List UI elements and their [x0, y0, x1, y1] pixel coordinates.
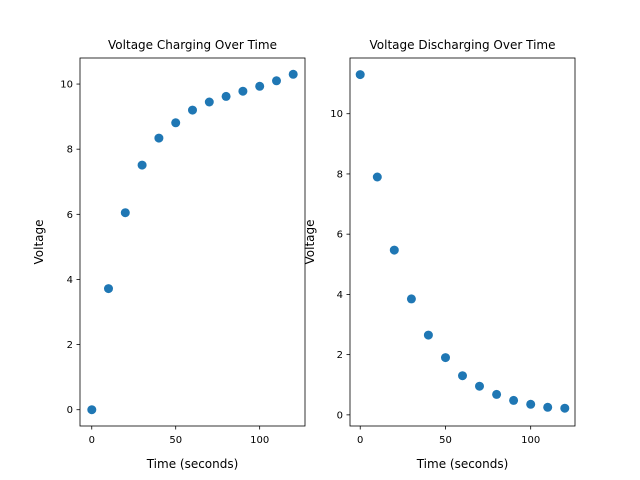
discharging-data-point [526, 399, 536, 409]
discharging-x-axis-ticks: 0 50 100 [357, 426, 540, 446]
charging-data-point [87, 405, 97, 415]
charging-data-point [221, 91, 231, 101]
charging-x-axis-label: Time (seconds) [146, 457, 239, 471]
discharging-y-axis-ticks: 0 2 4 6 8 10 [330, 109, 350, 421]
charging-x-tick-label: 0 [89, 435, 95, 446]
discharging-data-point [355, 70, 365, 80]
charging-x-tick-label: 50 [169, 435, 182, 446]
charging-y-axis-ticks: 0 2 4 6 8 10 [60, 80, 80, 416]
charging-data-point [238, 86, 248, 96]
charging-y-tick-label: 2 [67, 340, 73, 351]
charging-plot-frame [79, 57, 306, 427]
discharging-chart-title: Voltage Discharging Over Time [370, 38, 556, 52]
charging-chart-panel: Voltage Charging Over Time 0 50 100 0 2 4 6 8 1… [32, 38, 306, 471]
charging-chart-title: Voltage Charging Over Time [108, 38, 277, 52]
charging-y-tick-label: 6 [67, 210, 73, 221]
charging-data-point [204, 97, 214, 107]
discharging-y-axis-label: Voltage [303, 219, 317, 264]
discharging-data-point [458, 371, 467, 381]
discharging-y-tick-label: 4 [337, 290, 343, 301]
discharging-x-tick-label: 100 [521, 435, 540, 446]
discharging-data-point [441, 353, 450, 363]
charging-x-tick-label: 100 [250, 435, 269, 446]
discharging-data-point [389, 245, 399, 255]
charging-data-point [120, 208, 130, 218]
discharging-x-tick-label: 50 [439, 435, 452, 446]
discharging-plot-frame [349, 57, 576, 427]
charging-data-point [104, 284, 113, 294]
discharging-y-tick-label: 10 [330, 109, 343, 120]
charging-y-tick-label: 8 [67, 145, 73, 156]
discharging-y-tick-label: 2 [337, 350, 343, 361]
charging-data-point [171, 118, 181, 128]
discharging-data-point [492, 389, 502, 399]
charging-data-point [188, 105, 197, 115]
charging-data-point [137, 160, 147, 170]
discharging-data-point [543, 402, 553, 412]
discharging-data-point [423, 330, 433, 340]
charging-data-point [272, 76, 281, 86]
discharging-y-tick-label: 8 [337, 169, 343, 180]
discharging-y-tick-label: 0 [337, 410, 343, 421]
charging-data-point [255, 81, 265, 91]
charging-x-axis-ticks: 0 50 100 [89, 426, 269, 446]
charging-data-point [154, 133, 164, 143]
discharging-data-point [475, 381, 484, 391]
discharging-data-point [509, 395, 519, 405]
discharging-data-points [355, 70, 570, 413]
discharging-data-point [406, 294, 416, 304]
charging-y-tick-label: 4 [67, 275, 73, 286]
charging-data-point [288, 69, 298, 79]
discharging-x-tick-label: 0 [357, 435, 363, 446]
discharging-data-point [560, 403, 570, 413]
charging-y-tick-label: 10 [60, 80, 73, 91]
discharging-data-point [372, 172, 382, 182]
discharging-x-axis-label: Time (seconds) [416, 457, 509, 471]
discharging-y-tick-label: 6 [337, 230, 343, 241]
discharging-chart-panel: Voltage Discharging Over Time 0 50 100 0 2 4… [303, 38, 576, 471]
charging-y-tick-label: 0 [67, 405, 73, 416]
charging-data-points [87, 69, 298, 415]
charging-y-axis-label: Voltage [32, 219, 46, 264]
